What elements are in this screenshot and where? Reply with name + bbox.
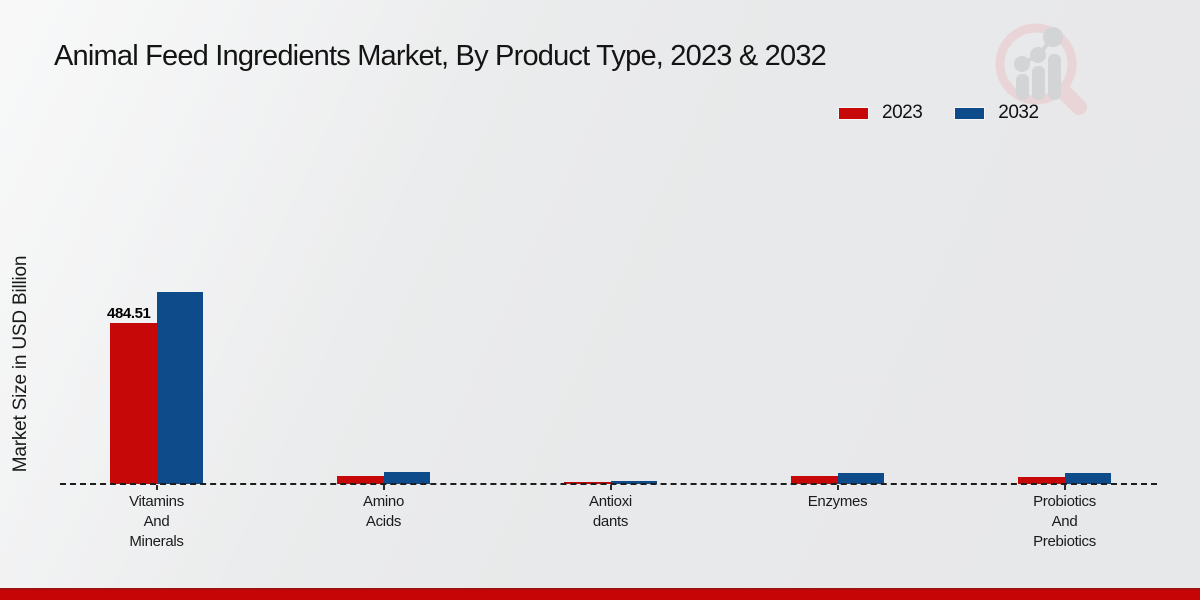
legend-item-2032: 2032	[954, 102, 1039, 124]
category-label-amino-acids: Amino Acids	[362, 493, 405, 530]
bar-2032-antioxidants	[610, 481, 657, 484]
bar-2032-enzymes	[837, 473, 884, 484]
x-axis-tick	[836, 485, 839, 490]
x-axis-tick	[382, 485, 385, 490]
bar-group-vitamins-and-minerals: Vitamins And Minerals	[42, 0, 272, 600]
bar-group-enzymes: Enzymes	[723, 0, 953, 600]
zero-line-dashed	[60, 483, 1157, 485]
bar-group-probiotics-and-prebiotics: Probiotics And Prebiotics	[950, 0, 1180, 600]
legend-label-2032: 2032	[998, 102, 1039, 123]
chart-title: Animal Feed Ingredients Market, By Produ…	[54, 40, 827, 72]
legend-item-2023: 2023	[838, 102, 923, 124]
bar-2023-amino-acids	[337, 476, 384, 484]
data-label-2023-vitamins-and-minerals: 484.51	[107, 305, 151, 322]
magnifier-bar-chart-logo-icon	[990, 18, 1090, 116]
bar-group-amino-acids: Amino Acids	[269, 0, 499, 600]
legend-label-2023: 2023	[882, 102, 923, 123]
bar-group-antioxidants: Antioxi dants	[496, 0, 726, 600]
bar-2023-enzymes	[791, 476, 838, 484]
category-label-probiotics-and-prebiotics: Probiotics And Prebiotics	[1033, 493, 1096, 550]
category-label-vitamins-and-minerals: Vitamins And Minerals	[129, 493, 184, 550]
category-label-enzymes: Enzymes	[807, 493, 868, 510]
bar-2023-vitamins-and-minerals	[110, 323, 157, 484]
x-axis-tick	[609, 485, 612, 490]
x-axis-tick	[155, 485, 158, 490]
category-label-antioxidants: Antioxi dants	[589, 493, 632, 530]
bar-2023-probiotics-and-prebiotics	[1018, 477, 1065, 484]
bar-2032-probiotics-and-prebiotics	[1064, 473, 1111, 484]
bar-2032-amino-acids	[383, 472, 430, 484]
bar-2032-vitamins-and-minerals	[156, 291, 203, 484]
legend-swatch-2032-icon	[954, 106, 986, 120]
legend: 2023 2032	[838, 102, 1039, 124]
bottom-red-strip	[0, 588, 1200, 600]
x-axis-tick	[1063, 485, 1066, 490]
legend-swatch-2023-icon	[838, 106, 869, 120]
